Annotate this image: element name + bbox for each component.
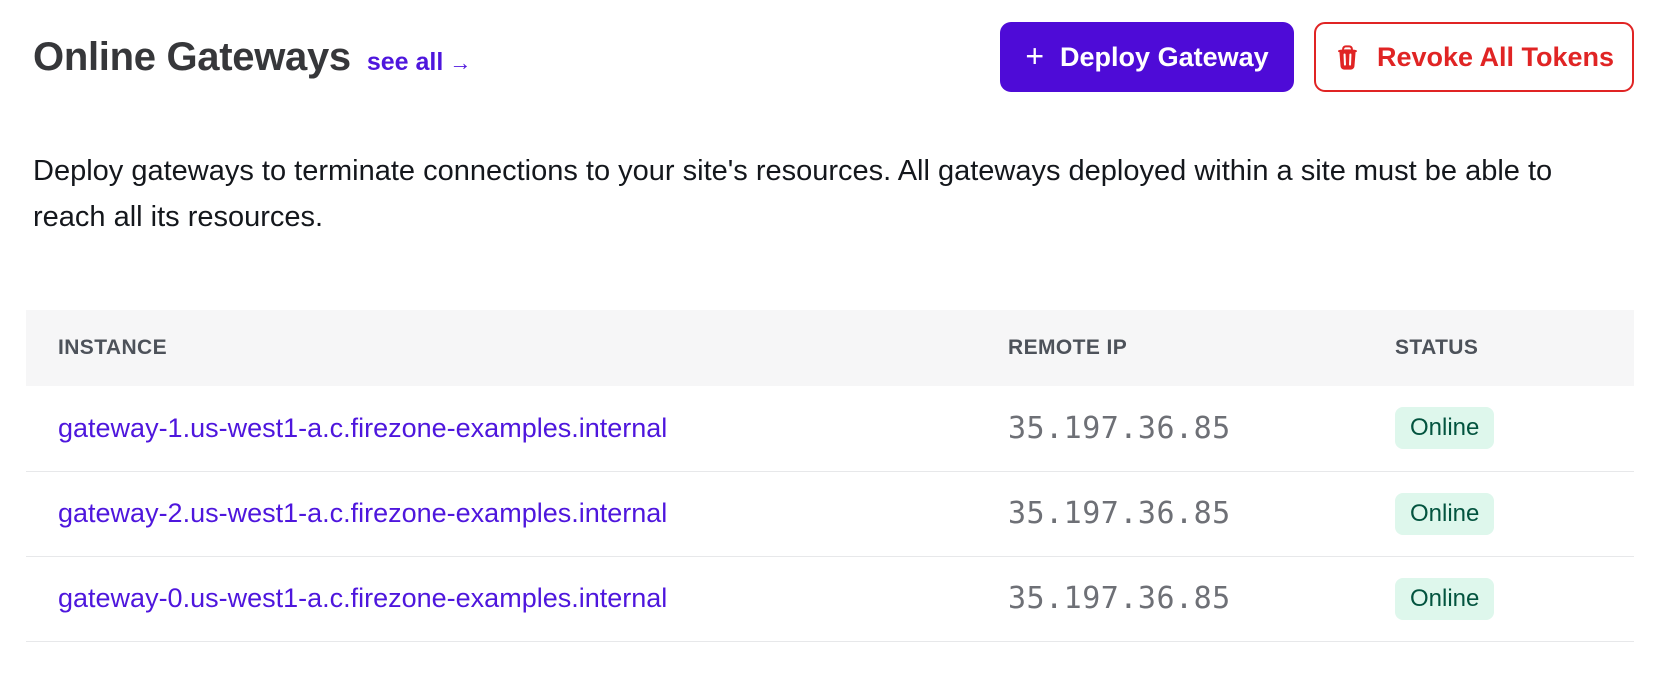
table-row: gateway-2.us-west1-a.c.firezone-examples… [26, 471, 1634, 557]
see-all-link[interactable]: see all → [367, 48, 471, 77]
page-title: Online Gateways [33, 34, 351, 79]
trash-icon [1334, 44, 1361, 71]
table-header: INSTANCE REMOTE IP STATUS [26, 310, 1634, 386]
remote-ip-value: 35.197.36.85 [1008, 496, 1231, 531]
plus-icon: + [1025, 38, 1045, 74]
column-header-status: STATUS [1395, 310, 1634, 386]
status-badge: Online [1395, 492, 1495, 535]
arrow-right-icon: → [449, 49, 472, 75]
gateway-instance-link[interactable]: gateway-1.us-west1-a.c.firezone-examples… [58, 412, 668, 443]
revoke-all-tokens-label: Revoke All Tokens [1376, 41, 1615, 72]
gateways-table: INSTANCE REMOTE IP STATUS gateway-1.us-w… [26, 310, 1634, 642]
status-badge: Online [1395, 577, 1495, 620]
title-wrap: Online Gateways see all → [33, 35, 471, 80]
table-row: gateway-1.us-west1-a.c.firezone-examples… [26, 386, 1634, 472]
gateway-instance-link[interactable]: gateway-2.us-west1-a.c.firezone-examples… [58, 498, 668, 528]
deploy-gateway-button[interactable]: + Deploy Gateway [1000, 22, 1294, 92]
remote-ip-value: 35.197.36.85 [1008, 581, 1231, 616]
revoke-all-tokens-button[interactable]: Revoke All Tokens [1314, 22, 1634, 92]
deploy-gateway-label: Deploy Gateway [1060, 41, 1269, 72]
column-header-instance: INSTANCE [26, 310, 1008, 386]
gateway-instance-link[interactable]: gateway-0.us-west1-a.c.firezone-examples… [58, 583, 668, 613]
see-all-label: see all [366, 47, 444, 76]
panel-header: Online Gateways see all → + Deploy Gatew… [26, 22, 1634, 92]
remote-ip-value: 35.197.36.85 [1008, 410, 1231, 446]
header-actions: + Deploy Gateway Revoke All Tokens [1000, 22, 1634, 92]
table-row: gateway-0.us-west1-a.c.firezone-examples… [26, 556, 1634, 642]
status-badge: Online [1395, 407, 1495, 450]
description-line-1: Deploy gateways to terminate connections… [33, 155, 1553, 187]
panel-description: Deploy gateways to terminate connections… [33, 148, 1634, 240]
column-header-remote-ip: REMOTE IP [1008, 310, 1395, 386]
description-line-2: reach all its resources. [33, 201, 324, 233]
